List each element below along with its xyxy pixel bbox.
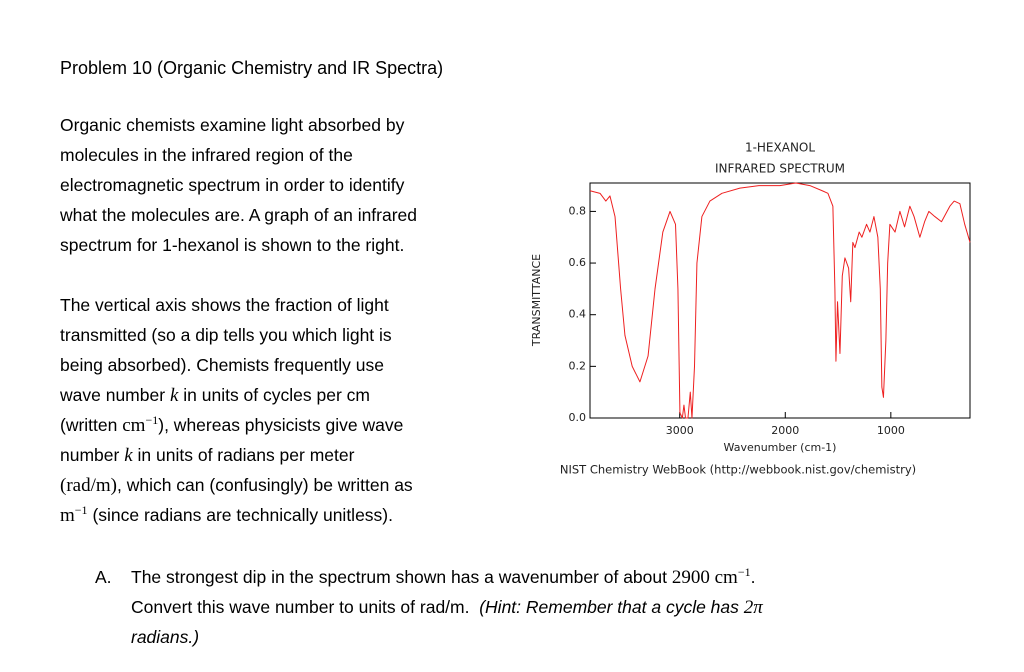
- text-line: (rad/m), which can (confusingly) be writ…: [60, 474, 413, 497]
- text: number: [60, 445, 120, 465]
- text: Convert this wave number to units of rad…: [131, 597, 470, 617]
- math: k: [124, 445, 133, 466]
- math: 2π: [743, 597, 763, 618]
- caption: NIST Chemistry WebBook (http://webbook.n…: [560, 463, 916, 477]
- math: 2900 cm: [671, 567, 738, 588]
- math: (rad/m): [60, 475, 117, 496]
- text-line: transmitted (so a dip tells you which li…: [60, 324, 392, 346]
- hint: (Hint: Remember that a cycle has: [479, 597, 739, 617]
- text: ), whereas physicists give wave: [158, 415, 404, 435]
- y-tick-label: 0.2: [569, 359, 587, 372]
- math: k: [169, 385, 179, 406]
- text-line: radians.): [131, 627, 200, 647]
- math: cm: [122, 415, 146, 436]
- text: wave number: [60, 385, 166, 405]
- text-line: Organic chemists examine light absorbed …: [60, 115, 405, 135]
- plot-frame: [589, 182, 971, 419]
- text-line: m−1 (since radians are technically unitl…: [60, 504, 393, 527]
- y-tick-label: 0.8: [569, 204, 587, 217]
- math-superscript: −1: [74, 503, 88, 517]
- text-line: molecules in the infrared region of the: [60, 145, 353, 165]
- text: transmitted (so a dip tells you which li…: [60, 325, 392, 345]
- list-marker: A.: [95, 567, 112, 587]
- text: , which can (confusingly) be written as: [116, 475, 413, 495]
- text-line: wave number k in units of cycles per cm: [60, 384, 370, 407]
- text: being absorbed). Chemists frequently use: [60, 355, 384, 375]
- chart-subtitle: INFRARED SPECTRUM: [715, 162, 845, 176]
- spectrum-line: [589, 182, 971, 419]
- math: m: [60, 505, 75, 526]
- text-line: (written cm−1), whereas physicists give …: [60, 414, 403, 437]
- title: Problem 10 (Organic Chemistry and IR Spe…: [60, 58, 444, 78]
- text: in units of radians per meter: [137, 445, 355, 465]
- text-line: spectrum for 1-hexanol is shown to the r…: [60, 235, 405, 255]
- y-tick-label: 0.0: [569, 411, 587, 424]
- text-line: being absorbed). Chemists frequently use: [60, 354, 384, 376]
- text: The strongest dip in the spectrum shown …: [131, 567, 667, 587]
- chart-title: 1-HEXANOL: [745, 141, 815, 155]
- y-tick-label: 0.4: [569, 308, 587, 321]
- x-tick-label: 1000: [877, 424, 905, 437]
- text: The vertical axis shows the fraction of …: [60, 295, 389, 315]
- x-axis-label: Wavenumber (cm-1): [724, 441, 837, 454]
- text: in units of cycles per cm: [183, 385, 370, 405]
- y-axis-label: TRANSMITTANCE: [530, 254, 543, 347]
- x-tick-label: 2000: [771, 424, 799, 437]
- text: (written: [60, 415, 118, 435]
- x-tick-label: 3000: [666, 424, 694, 437]
- math-superscript: −1: [737, 565, 751, 579]
- text-line: The strongest dip in the spectrum shown …: [131, 566, 756, 589]
- text-line: what the molecules are. A graph of an in…: [60, 205, 418, 225]
- text: (since radians are technically unitless)…: [92, 505, 393, 525]
- text-line: The vertical axis shows the fraction of …: [60, 294, 389, 316]
- text-line: electromagnetic spectrum in order to ide…: [60, 175, 405, 195]
- y-tick-label: 0.6: [569, 256, 587, 269]
- text-line: number k in units of radians per meter: [60, 444, 354, 467]
- math-superscript: −1: [145, 413, 159, 427]
- text-line: Convert this wave number to units of rad…: [131, 596, 763, 619]
- text: .: [750, 567, 756, 587]
